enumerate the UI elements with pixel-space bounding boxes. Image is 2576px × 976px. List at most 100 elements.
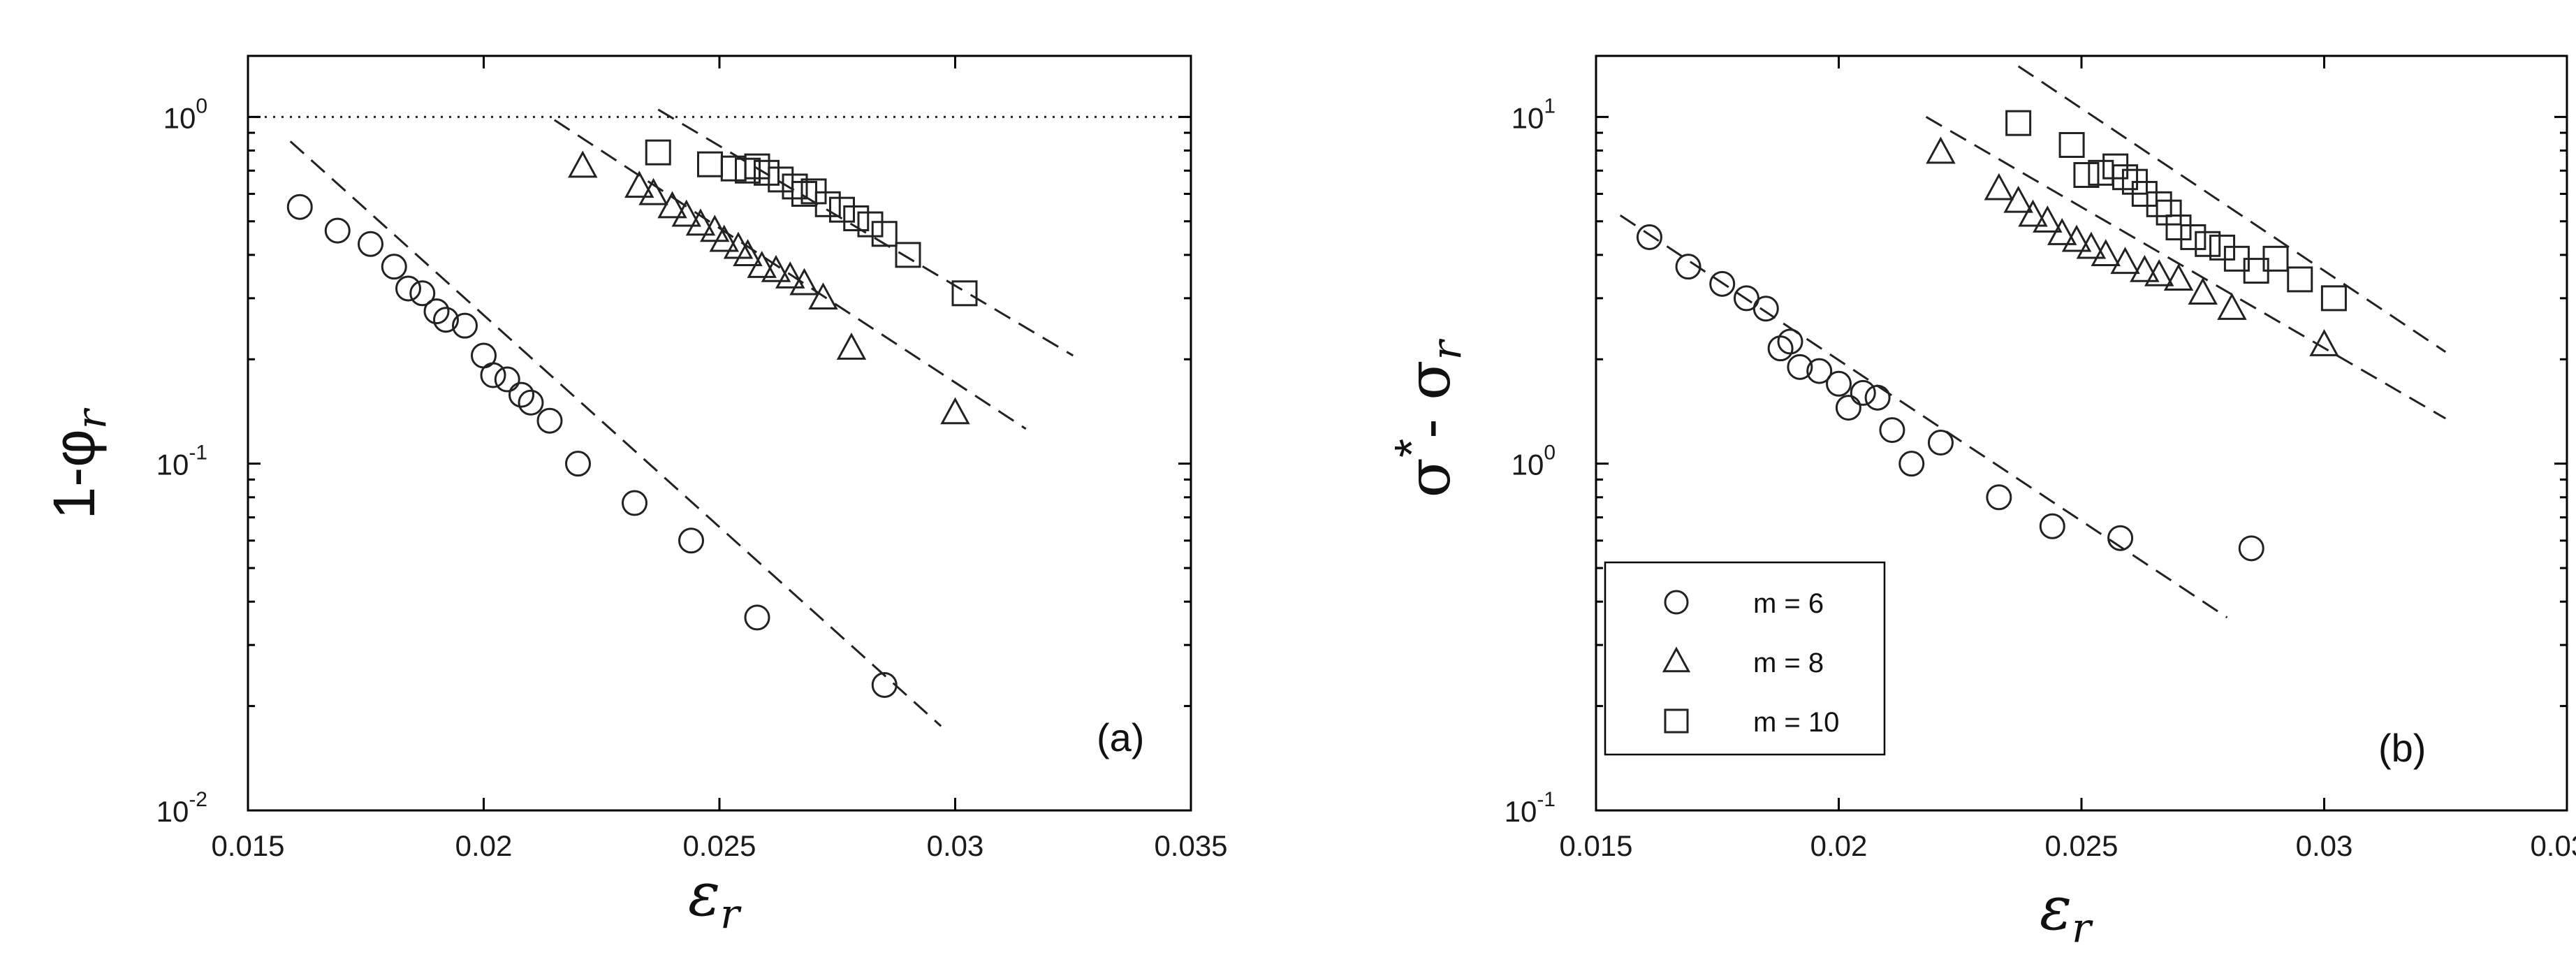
b-point-m6-circle <box>1777 328 1803 355</box>
b-point-m6-circle <box>1850 379 1876 406</box>
legend-marker-triangle <box>1662 646 1691 673</box>
b-point-m8-triangle <box>2309 329 2339 356</box>
b-point-m10-square <box>2287 266 2313 293</box>
a-point-m6-circle <box>622 490 647 516</box>
a-point-m8-triangle <box>657 191 687 219</box>
a-point-m8-triangle <box>671 199 701 227</box>
a-point-m6-circle <box>536 407 563 434</box>
legend: m = 6 m = 8 m = 10 <box>1604 561 1886 756</box>
b-point-m10-square <box>2146 191 2172 217</box>
panel-b-ylabel: σ*- σr <box>1384 338 1470 497</box>
a-point-m6-circle <box>508 381 534 408</box>
a-point-m8-triangle <box>624 170 654 198</box>
b-point-m8-triangle <box>2163 263 2194 291</box>
b-point-m10-square <box>2131 180 2158 207</box>
a-point-m10-square <box>829 196 855 223</box>
b-point-m10-square <box>2058 132 2085 159</box>
panel-a-ylabel: 1-φr <box>41 407 115 519</box>
a-point-m10-square <box>871 221 898 247</box>
a-point-m6-circle <box>565 451 591 477</box>
b-point-m10-square <box>2165 214 2192 241</box>
panel-b-xlabel-sub: r <box>2072 904 2093 952</box>
b-point-m8-triangle <box>2047 218 2077 245</box>
b-point-m6-circle <box>1806 358 1833 384</box>
a-point-m10-square <box>754 159 780 186</box>
b-point-m8-triangle <box>2003 185 2033 213</box>
b-point-m8-triangle <box>2130 254 2160 282</box>
a-point-m6-circle <box>433 307 459 333</box>
panel-b-frame <box>1595 54 2568 812</box>
b-point-m6-circle <box>2238 535 2264 562</box>
a-point-m10-square <box>895 242 921 268</box>
b-fit-line-m6 <box>1619 214 2228 619</box>
legend-label-m8: m = 8 <box>1753 648 1824 678</box>
a-fit-line-m10 <box>657 108 1074 357</box>
a-point-m10-square <box>857 211 884 238</box>
a-point-m6-circle <box>871 671 898 698</box>
a-point-m10-square <box>735 157 761 184</box>
a-point-m8-triangle <box>789 268 819 296</box>
b-point-m8-triangle <box>2110 247 2140 275</box>
a-point-m6-circle <box>381 254 407 280</box>
b-point-m6-circle <box>1826 370 1852 397</box>
legend-box <box>1604 561 1886 756</box>
a-y-tick-label: 10-2 <box>156 788 207 828</box>
b-fit-line-m8 <box>1925 116 2447 420</box>
b-point-m6-circle <box>1709 270 1736 297</box>
b-point-m10-square <box>2262 245 2289 272</box>
b-x-tick-label: 0.02 <box>1810 829 1868 862</box>
a-point-m6-circle <box>452 312 478 339</box>
a-point-m8-triangle <box>808 282 838 310</box>
b-point-m8-triangle <box>2217 293 2247 320</box>
a-point-m6-circle <box>358 231 383 257</box>
a-point-m6-circle <box>324 217 351 244</box>
a-x-tick-label: 0.035 <box>1154 829 1227 862</box>
a-point-m10-square <box>697 151 723 177</box>
b-point-m6-circle <box>1636 224 1662 250</box>
a-point-m10-square <box>645 139 671 166</box>
panel-a-ylabel-sub: r <box>68 407 115 429</box>
a-point-m8-triangle <box>685 208 716 236</box>
b-point-m8-triangle <box>2061 224 2092 252</box>
a-x-tick-label: 0.03 <box>927 829 984 862</box>
b-point-m6-circle <box>1787 354 1813 380</box>
a-point-m8-triangle <box>709 224 739 252</box>
a-point-m6-circle <box>423 298 450 325</box>
b-point-m10-square <box>2088 159 2114 186</box>
a-point-m6-circle <box>395 275 421 302</box>
a-fit-line-m8 <box>553 119 1027 430</box>
b-point-m8-triangle <box>2144 258 2174 286</box>
b-point-m10-square <box>2320 285 2347 312</box>
b-point-m8-triangle <box>1984 173 2014 201</box>
legend-marker-square <box>1664 708 1689 734</box>
a-point-m6-circle <box>518 389 544 416</box>
b-point-m6-circle <box>1752 296 1779 322</box>
panel-a-xlabel-sub: r <box>720 890 742 938</box>
panel-a-xlabel: εr <box>688 860 742 938</box>
b-point-m6-circle <box>1879 417 1905 444</box>
b-x-tick-label: 0.035 <box>2530 829 2576 862</box>
b-point-m10-square <box>2112 164 2139 191</box>
a-point-m10-square <box>951 280 978 307</box>
panel-a-label: (a) <box>1097 715 1144 759</box>
a-point-m8-triangle <box>836 333 867 360</box>
b-y-tick-label: 101 <box>1512 94 1556 134</box>
a-point-m10-square <box>782 173 808 200</box>
a-point-m6-circle <box>494 366 520 393</box>
b-point-m6-circle <box>1927 430 1954 456</box>
b-point-m6-circle <box>2107 525 2134 551</box>
a-x-tick-label: 0.015 <box>211 829 284 862</box>
a-point-m6-circle <box>678 527 704 554</box>
a-x-tick-label: 0.025 <box>682 829 756 862</box>
a-point-m8-triangle <box>940 397 970 425</box>
b-point-m6-circle <box>1864 384 1891 411</box>
b-point-m8-triangle <box>2091 239 2121 267</box>
b-point-m6-circle <box>1675 254 1702 280</box>
panel-b-xlabel: εr <box>2040 874 2093 952</box>
panel-b-ylabel-sub: r <box>1423 338 1470 360</box>
panel-b-label: (b) <box>2378 726 2426 770</box>
panel-b-ylabel-star: * <box>1384 439 1439 458</box>
a-point-m10-square <box>814 191 841 217</box>
legend-marker-circle <box>1664 590 1689 615</box>
